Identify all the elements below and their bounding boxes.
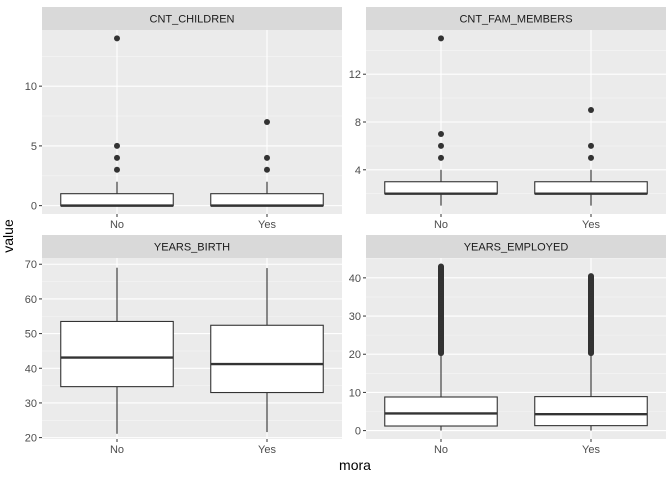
outlier-point [438, 35, 444, 42]
x-tick-label: No [434, 444, 448, 456]
box-no [60, 267, 174, 434]
x-tick-label: No [434, 219, 448, 231]
y-tick-label: 60 [25, 294, 37, 306]
box-iqr [384, 396, 498, 427]
panel-years-birth: YEARS_BIRTH 20 30 40 50 60 70 No Yes [25, 235, 342, 456]
box-iqr [60, 320, 174, 388]
outlier-point [114, 35, 120, 42]
x-tick-label: No [110, 444, 124, 456]
box-iqr [384, 181, 498, 195]
outlier-point [588, 273, 594, 280]
panel-strip [42, 7, 342, 30]
panel-strip [366, 235, 666, 258]
box-yes [210, 268, 324, 433]
box-iqr [210, 324, 324, 394]
y-tick-label: 20 [25, 433, 37, 445]
panel-title: CNT_CHILDREN [150, 14, 235, 26]
y-tick-label: 0 [355, 426, 361, 438]
y-axis-title: value [0, 219, 16, 253]
y-tick-label: 50 [25, 329, 37, 341]
outlier-point [264, 119, 270, 125]
box-no [384, 35, 498, 206]
box-iqr [534, 181, 648, 195]
panel-cnt-fam-members: CNT_FAM_MEMBERS 4 8 12 No Yes [349, 7, 666, 231]
outlier-point [264, 154, 270, 161]
box-yes [534, 107, 648, 206]
panel-cnt-children: CNT_CHILDREN 0 5 10 No Yes [25, 7, 342, 231]
panel-years-employed: YEARS_EMPLOYED 0 10 20 30 40 No Yes [349, 235, 666, 456]
x-tick-label: Yes [582, 444, 600, 456]
panel-strip [42, 235, 342, 258]
outlier-point [114, 154, 120, 161]
y-tick-label: 5 [31, 141, 37, 153]
panel-strip [366, 7, 666, 30]
x-axis-title: mora [339, 457, 371, 473]
x-tick-label: Yes [258, 219, 276, 231]
y-tick-label: 12 [349, 69, 361, 81]
outlier-point [588, 107, 594, 114]
outlier-point [438, 263, 444, 270]
outlier-point [114, 142, 120, 149]
outlier-point [114, 166, 120, 173]
y-tick-label: 70 [25, 259, 37, 271]
outlier-point [438, 142, 444, 149]
y-tick-label: 4 [355, 165, 361, 177]
box-no [60, 35, 174, 207]
box-no [384, 263, 498, 431]
outlier-point [264, 166, 270, 173]
y-tick-label: 10 [25, 81, 37, 93]
box-yes [534, 273, 648, 431]
y-tick-label: 30 [25, 398, 37, 410]
box-iqr [60, 193, 174, 207]
panel-title: YEARS_EMPLOYED [464, 242, 569, 254]
y-tick-label: 30 [349, 311, 361, 323]
y-tick-label: 40 [349, 273, 361, 285]
x-tick-label: Yes [258, 444, 276, 456]
panel-background [42, 30, 342, 214]
y-tick-label: 40 [25, 363, 37, 375]
box-iqr [534, 396, 648, 427]
y-tick-label: 0 [31, 201, 37, 213]
y-tick-label: 10 [349, 387, 361, 399]
outlier-point [588, 142, 594, 149]
outlier-point [438, 154, 444, 161]
x-tick-label: No [110, 219, 124, 231]
y-tick-label: 8 [355, 117, 361, 129]
outlier-point [588, 154, 594, 161]
y-tick-label: 20 [349, 349, 361, 361]
x-tick-label: Yes [582, 219, 600, 231]
panel-title: CNT_FAM_MEMBERS [459, 14, 572, 26]
box-iqr [210, 193, 324, 207]
outlier-point [438, 130, 444, 137]
box-yes [210, 119, 324, 207]
panel-title: YEARS_BIRTH [154, 242, 230, 254]
